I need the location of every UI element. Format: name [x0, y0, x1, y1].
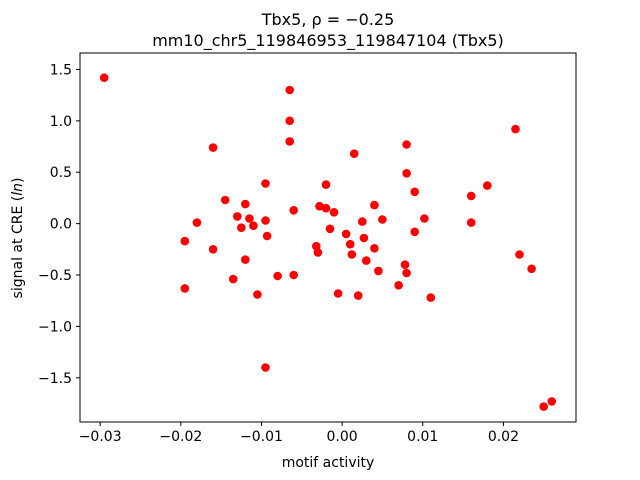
- y-tick-label: −0.5: [38, 268, 72, 284]
- data-point: [410, 187, 420, 197]
- data-point: [228, 274, 238, 284]
- data-point: [315, 201, 324, 211]
- data-point: [261, 216, 270, 225]
- data-point: [345, 239, 355, 249]
- data-point: [313, 248, 323, 257]
- data-point: [515, 250, 524, 259]
- x-tick-label: 0.02: [488, 429, 519, 445]
- data-point: [180, 236, 190, 246]
- data-point: [378, 215, 387, 224]
- data-point: [466, 218, 476, 227]
- data-point: [349, 149, 359, 158]
- data-point: [420, 214, 429, 223]
- points-layer: [99, 73, 557, 411]
- data-point: [220, 195, 230, 205]
- data-point: [341, 229, 351, 239]
- y-tick-label: −1.0: [38, 319, 72, 335]
- axes-frame: [79, 52, 577, 423]
- data-point: [237, 223, 246, 232]
- x-axis-label: motif activity: [282, 455, 375, 471]
- data-point: [370, 200, 379, 210]
- y-tick-label: 0.5: [50, 165, 72, 181]
- data-point: [285, 116, 295, 126]
- data-point: [208, 245, 218, 254]
- data-point: [511, 124, 520, 134]
- data-point: [410, 227, 420, 237]
- x-tick-label: −0.02: [159, 429, 202, 445]
- data-point: [374, 266, 383, 276]
- data-point: [394, 281, 403, 290]
- data-point: [253, 290, 262, 299]
- data-point: [261, 179, 270, 188]
- data-point: [99, 73, 109, 82]
- y-tick-label: −1.5: [38, 371, 72, 387]
- data-point: [333, 289, 343, 298]
- data-point: [208, 143, 218, 152]
- axes: −0.03 −0.02 −0.01 0.00 0.01 0.02 −1.5 −1.0 −0.5 0…: [38, 52, 577, 445]
- data-point: [289, 206, 299, 215]
- data-point: [245, 214, 254, 223]
- data-point: [358, 217, 367, 226]
- data-point: [359, 233, 369, 243]
- chart-subtitle: mm10_chr5_119846953_119847104 (Tbx5): [152, 31, 504, 51]
- data-point: [539, 402, 548, 411]
- y-tick-label: 0.0: [50, 217, 72, 233]
- data-point: [329, 208, 339, 217]
- data-point: [402, 169, 411, 178]
- x-tick-label: 0.01: [407, 429, 438, 445]
- data-point: [347, 250, 357, 259]
- data-point: [466, 191, 476, 201]
- data-point: [325, 224, 335, 234]
- data-point: [402, 140, 411, 149]
- data-point: [233, 212, 242, 221]
- data-point: [483, 181, 492, 190]
- data-point: [241, 199, 250, 209]
- data-point: [180, 284, 190, 293]
- x-tick-label: −0.01: [240, 429, 283, 445]
- data-point: [321, 180, 331, 189]
- data-point: [241, 255, 250, 264]
- data-point: [289, 270, 299, 280]
- chart-title: Tbx5, ρ = −0.25: [261, 10, 395, 29]
- data-point: [192, 218, 202, 227]
- data-point: [527, 264, 536, 274]
- y-tick-label: 1.5: [50, 62, 72, 78]
- data-point: [285, 137, 295, 146]
- data-point: [362, 256, 371, 265]
- data-point: [353, 291, 363, 300]
- x-tick-label: 0.00: [327, 429, 358, 445]
- data-point: [285, 85, 295, 95]
- data-point: [261, 363, 270, 372]
- data-point: [402, 268, 411, 278]
- data-point: [321, 203, 331, 213]
- y-tick-label: 1.0: [50, 114, 72, 130]
- data-point: [249, 221, 258, 230]
- data-point: [273, 271, 282, 281]
- data-point: [370, 244, 379, 253]
- data-point: [547, 397, 557, 406]
- data-point: [400, 260, 410, 270]
- x-tick-label: −0.03: [79, 429, 122, 445]
- y-axis-label: signal at CRE (ln): [10, 178, 26, 299]
- data-point: [262, 231, 272, 241]
- data-point: [426, 293, 436, 302]
